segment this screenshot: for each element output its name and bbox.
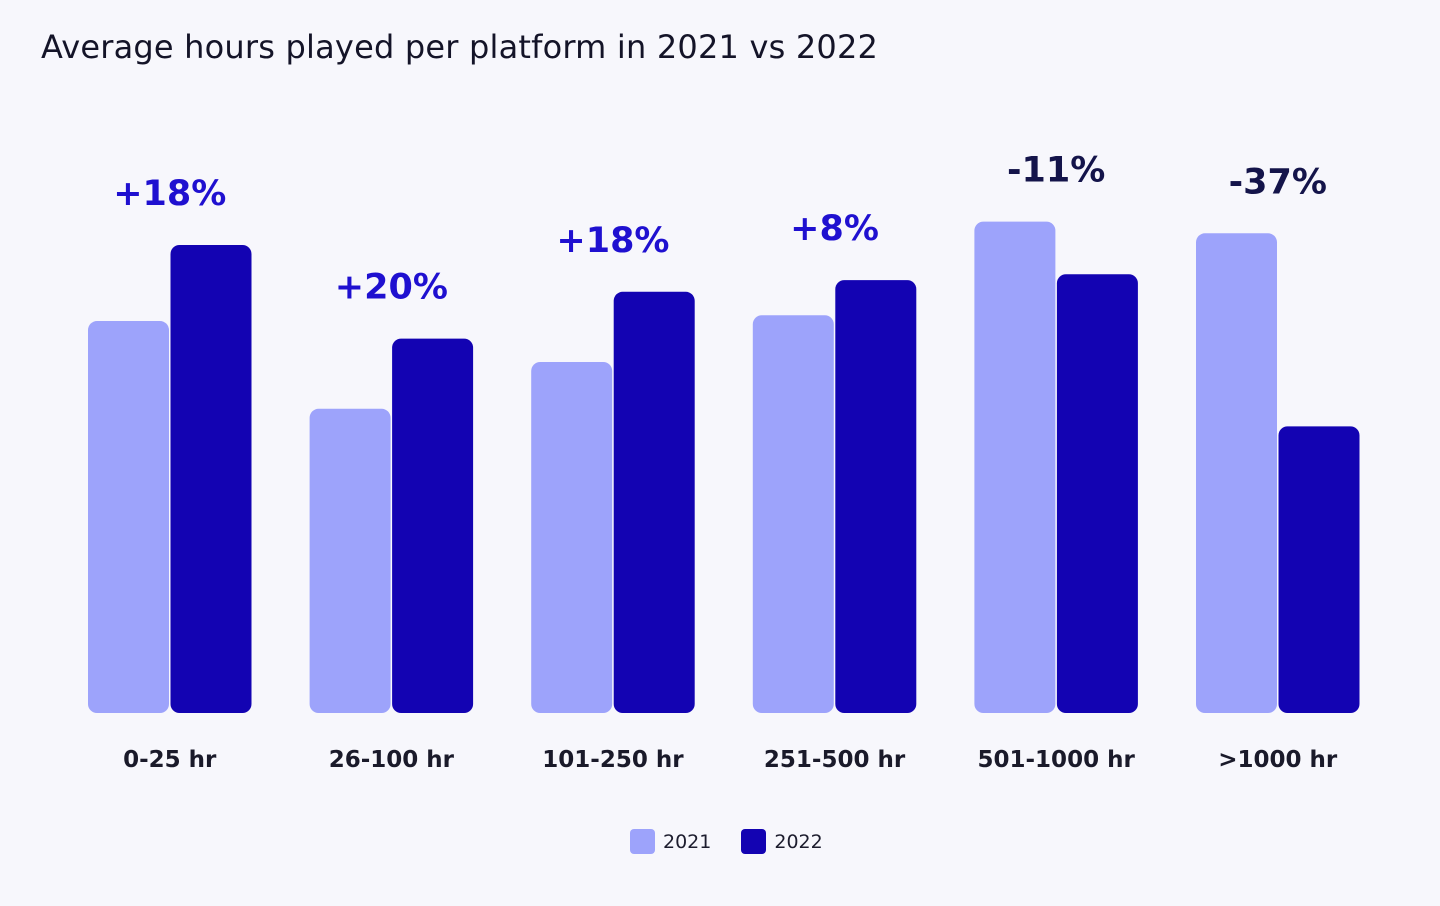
bar-501-1000-hr-2021 xyxy=(974,221,1056,713)
annotations-layer: +18% +20% +18% +8% -11% -37% xyxy=(113,151,1327,308)
x-tick-label-26-100-hr: 26-100 hr xyxy=(329,747,455,773)
bar-251-500-hr-2021 xyxy=(752,315,834,713)
bar-101-250-hr-2022 xyxy=(613,291,695,713)
x-tick-label-1000-hr: >1000 hr xyxy=(1218,747,1338,773)
change-label-26-100-hr: +20% xyxy=(335,268,448,308)
x-tick-label-501-1000-hr: 501-1000 hr xyxy=(978,747,1136,773)
change-label-501-1000-hr: -11% xyxy=(1007,151,1105,191)
legend-swatch-2022 xyxy=(741,829,767,854)
x-axis-labels: 0-25 hr 26-100 hr 101-250 hr 251-500 hr 501-… xyxy=(123,747,1338,773)
legend-swatch-2021 xyxy=(630,829,655,854)
bar-251-500-hr-2022 xyxy=(835,280,917,713)
bar-101-250-hr-2021 xyxy=(531,362,613,713)
change-label-101-250-hr: +18% xyxy=(556,221,669,261)
bar-0-25-hr-2022 xyxy=(170,245,252,713)
legend-item-2022: 2022 xyxy=(741,829,823,854)
bar-26-100-hr-2021 xyxy=(309,408,391,713)
change-label-251-500-hr: +8% xyxy=(790,209,879,249)
change-label-1000-hr: -37% xyxy=(1229,162,1327,202)
x-tick-label-0-25-hr: 0-25 hr xyxy=(123,747,217,773)
legend-label-2021: 2021 xyxy=(663,830,712,853)
bars-layer xyxy=(88,221,1360,714)
legend-label-2022: 2022 xyxy=(774,830,823,853)
x-tick-label-251-500-hr: 251-500 hr xyxy=(764,747,906,773)
change-label-0-25-hr: +18% xyxy=(113,174,226,214)
bar-1000-hr-2022 xyxy=(1278,426,1360,713)
bar-0-25-hr-2021 xyxy=(88,321,169,713)
bar-26-100-hr-2022 xyxy=(392,338,474,713)
x-tick-label-101-250-hr: 101-250 hr xyxy=(542,747,684,773)
chart-title: Average hours played per platform in 202… xyxy=(41,28,879,66)
bar-501-1000-hr-2022 xyxy=(1056,274,1138,713)
legend-item-2021: 2021 xyxy=(630,829,711,854)
bar-1000-hr-2021 xyxy=(1196,233,1277,714)
legend: 2021 2022 xyxy=(630,829,853,854)
